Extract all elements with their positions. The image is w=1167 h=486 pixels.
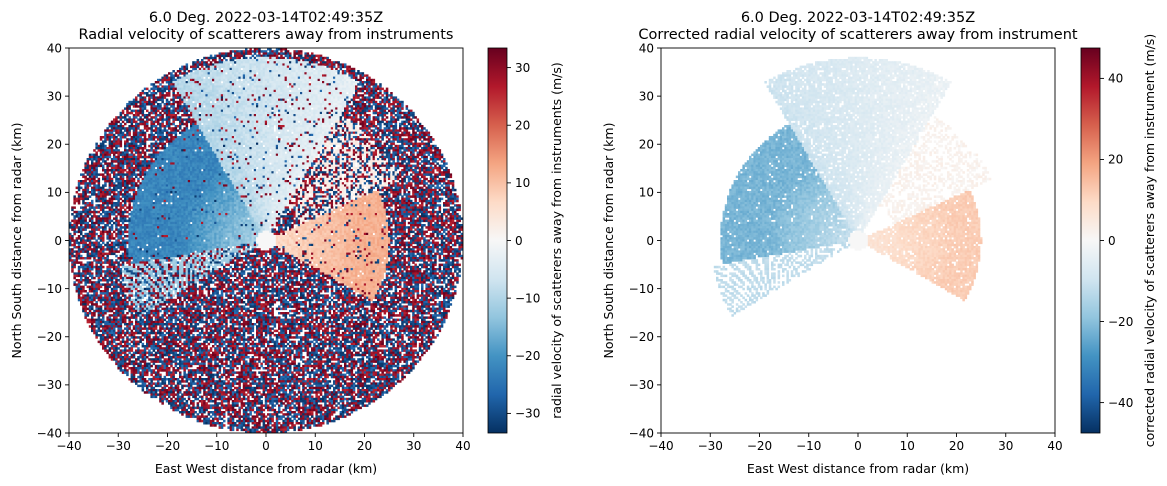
right-ytick-label: −30 <box>629 378 654 392</box>
left-ytick-label: 20 <box>47 138 62 152</box>
left-ytick-label: −10 <box>37 282 62 296</box>
left-ytick-label: 0 <box>54 234 62 248</box>
right-xtick-label: 40 <box>1047 439 1062 453</box>
right-ytick-label: 30 <box>639 89 654 103</box>
left-xtick-label: 0 <box>262 439 270 453</box>
right-colorbar-tick-label: −20 <box>1108 315 1133 329</box>
right-xtick-label: 30 <box>998 439 1013 453</box>
right-colorbar <box>1080 47 1101 434</box>
left-ytick-label: −30 <box>37 378 62 392</box>
right-xtick-label: 0 <box>854 439 862 453</box>
right-xtick-label: 20 <box>949 439 964 453</box>
right-colorbar-tick-label: 0 <box>1108 234 1116 248</box>
left-echo-layer <box>69 48 463 433</box>
left-xtick-label: 30 <box>406 439 421 453</box>
left-ytick-label: 40 <box>47 41 62 55</box>
left-colorbar-ticks: −30 −20 −10 0 10 20 30 <box>507 61 540 421</box>
left-xtick-label: 40 <box>455 439 470 453</box>
right-xtick-label: 10 <box>900 439 915 453</box>
right-xtick-label: −40 <box>648 439 673 453</box>
left-plot-area <box>69 48 463 433</box>
left-xtick-label: −30 <box>106 439 131 453</box>
left-colorbar-tick-label: 0 <box>515 234 523 248</box>
left-xtick-label: −20 <box>155 439 180 453</box>
right-xtick-label: −10 <box>796 439 821 453</box>
right-colorbar-tick-label: −40 <box>1108 396 1133 410</box>
left-colorbar <box>487 47 508 434</box>
right-ticks: −40 −30 −20 −10 0 10 20 30 40 −40 −30 −20 −10 0 10 20 30… <box>629 41 1063 453</box>
left-ticks: −40 −30 −20 −10 0 10 20 30 40 −40 −30 −20 −10 0 10 20 30… <box>37 41 471 453</box>
right-colorbar-ticks: −40 −20 0 20 40 <box>1100 72 1133 410</box>
left-ytick-label: 30 <box>47 89 62 103</box>
left-colorbar-tick-label: 20 <box>515 119 530 133</box>
left-ytick-label: −20 <box>37 330 62 344</box>
right-ytick-label: 10 <box>639 186 654 200</box>
left-ylabel: North South distance from radar (km) <box>9 123 24 359</box>
left-title-line1: 6.0 Deg. 2022-03-14T02:49:35Z <box>149 10 383 26</box>
right-ytick-label: −40 <box>629 426 654 440</box>
right-colorbar-label: corrected radial velocity of scatterers … <box>1142 34 1157 447</box>
right-colorbar-tick-label: 40 <box>1108 72 1123 86</box>
left-colorbar-label: radial velocity of scatterers away from … <box>549 62 564 419</box>
right-ytick-label: −10 <box>629 282 654 296</box>
right-xtick-label: −30 <box>698 439 723 453</box>
left-ytick-label: −40 <box>37 426 62 440</box>
right-echo-layer <box>713 56 992 317</box>
right-title-line2: Corrected radial velocity of scatterers … <box>638 27 1078 43</box>
left-colorbar-tick-label: −30 <box>515 407 540 421</box>
left-colorbar-tick-label: 10 <box>515 176 530 190</box>
right-ytick-label: −20 <box>629 330 654 344</box>
left-ytick-label: 10 <box>47 186 62 200</box>
left-colorbar-tick-label: 30 <box>515 61 530 75</box>
left-colorbar-tick-label: −20 <box>515 349 540 363</box>
left-title-line2: Radial velocity of scatterers away from … <box>79 27 454 43</box>
right-title-line1: 6.0 Deg. 2022-03-14T02:49:35Z <box>741 10 975 26</box>
left-xlabel: East West distance from radar (km) <box>155 461 377 476</box>
left-xtick-label: −40 <box>56 439 81 453</box>
right-xlabel: East West distance from radar (km) <box>747 461 969 476</box>
left-xtick-label: −10 <box>204 439 229 453</box>
right-ytick-label: 40 <box>639 41 654 55</box>
right-ytick-label: 20 <box>639 138 654 152</box>
right-ytick-label: 0 <box>646 234 654 248</box>
right-plot-area <box>713 56 992 317</box>
left-xtick-label: 10 <box>308 439 323 453</box>
right-xtick-label: −20 <box>747 439 772 453</box>
right-chart: 6.0 Deg. 2022-03-14T02:49:35Z Corrected … <box>601 10 1157 476</box>
right-colorbar-tick-label: 20 <box>1108 153 1123 167</box>
left-chart: 6.0 Deg. 2022-03-14T02:49:35Z Radial vel… <box>9 10 564 476</box>
right-ylabel: North South distance from radar (km) <box>601 123 616 359</box>
left-xtick-label: 20 <box>357 439 372 453</box>
left-colorbar-tick-label: −10 <box>515 291 540 305</box>
